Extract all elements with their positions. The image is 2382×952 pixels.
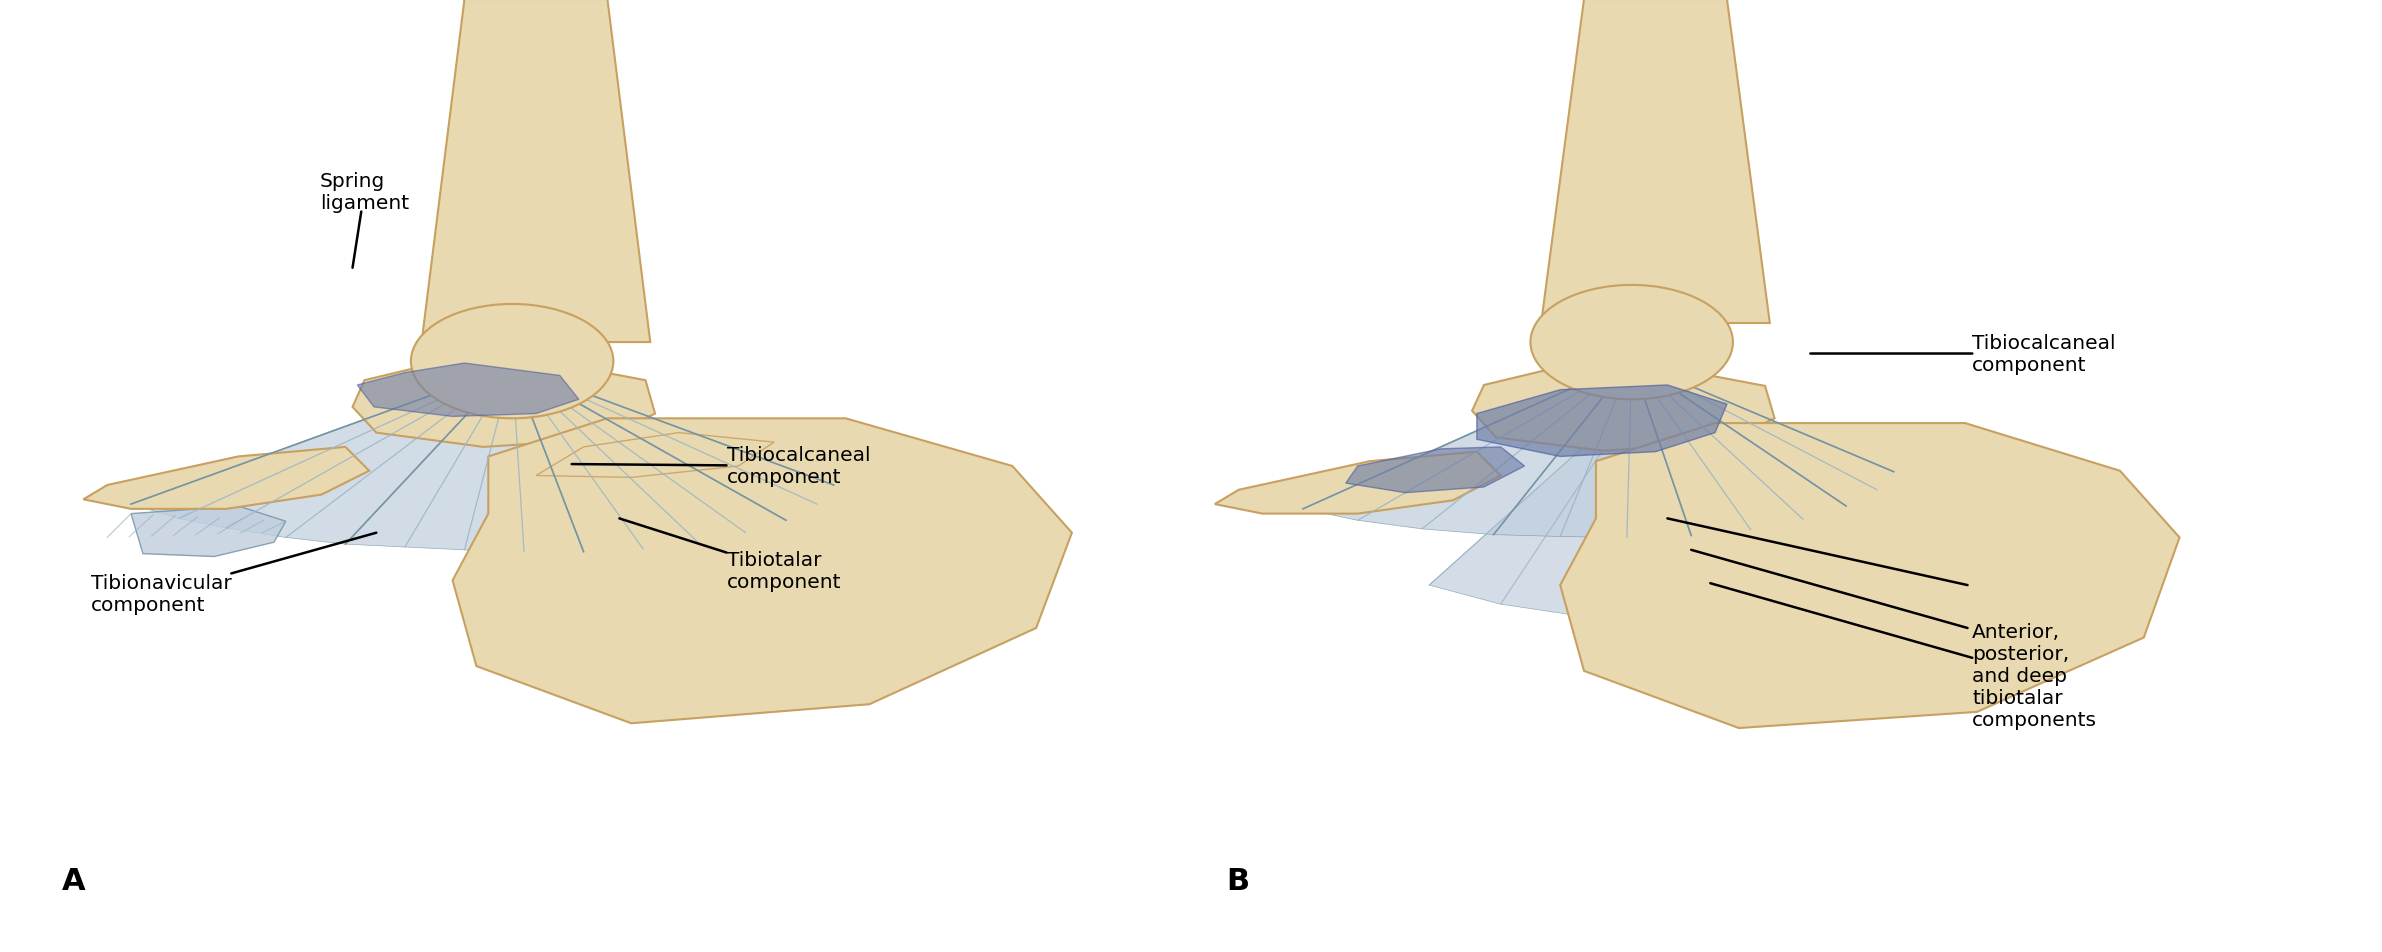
Text: A: A <box>62 866 86 895</box>
PathPatch shape <box>353 364 655 447</box>
PathPatch shape <box>453 419 1072 724</box>
Text: B: B <box>1227 866 1251 895</box>
PathPatch shape <box>131 506 286 557</box>
Text: Tibiocalcaneal
component: Tibiocalcaneal component <box>572 446 869 487</box>
Text: Tibiocalcaneal
component: Tibiocalcaneal component <box>1810 333 2115 375</box>
PathPatch shape <box>1560 424 2180 728</box>
PathPatch shape <box>357 364 579 417</box>
PathPatch shape <box>536 433 774 478</box>
PathPatch shape <box>131 367 834 552</box>
Text: Tibionavicular
component: Tibionavicular component <box>91 533 376 614</box>
Ellipse shape <box>410 305 615 419</box>
PathPatch shape <box>1215 452 1501 514</box>
PathPatch shape <box>1541 0 1770 324</box>
PathPatch shape <box>422 0 650 343</box>
Text: Spring
ligament: Spring ligament <box>319 171 410 268</box>
PathPatch shape <box>1429 400 1841 619</box>
PathPatch shape <box>1346 447 1524 493</box>
PathPatch shape <box>83 447 369 509</box>
PathPatch shape <box>1472 369 1775 451</box>
PathPatch shape <box>1477 386 1727 457</box>
Text: Anterior,
posterior,
and deep
tibiotalar
components: Anterior, posterior, and deep tibiotalar… <box>1710 584 2096 729</box>
Text: Tibiotalar
component: Tibiotalar component <box>619 519 841 592</box>
Ellipse shape <box>1529 286 1732 400</box>
PathPatch shape <box>1303 362 1894 538</box>
